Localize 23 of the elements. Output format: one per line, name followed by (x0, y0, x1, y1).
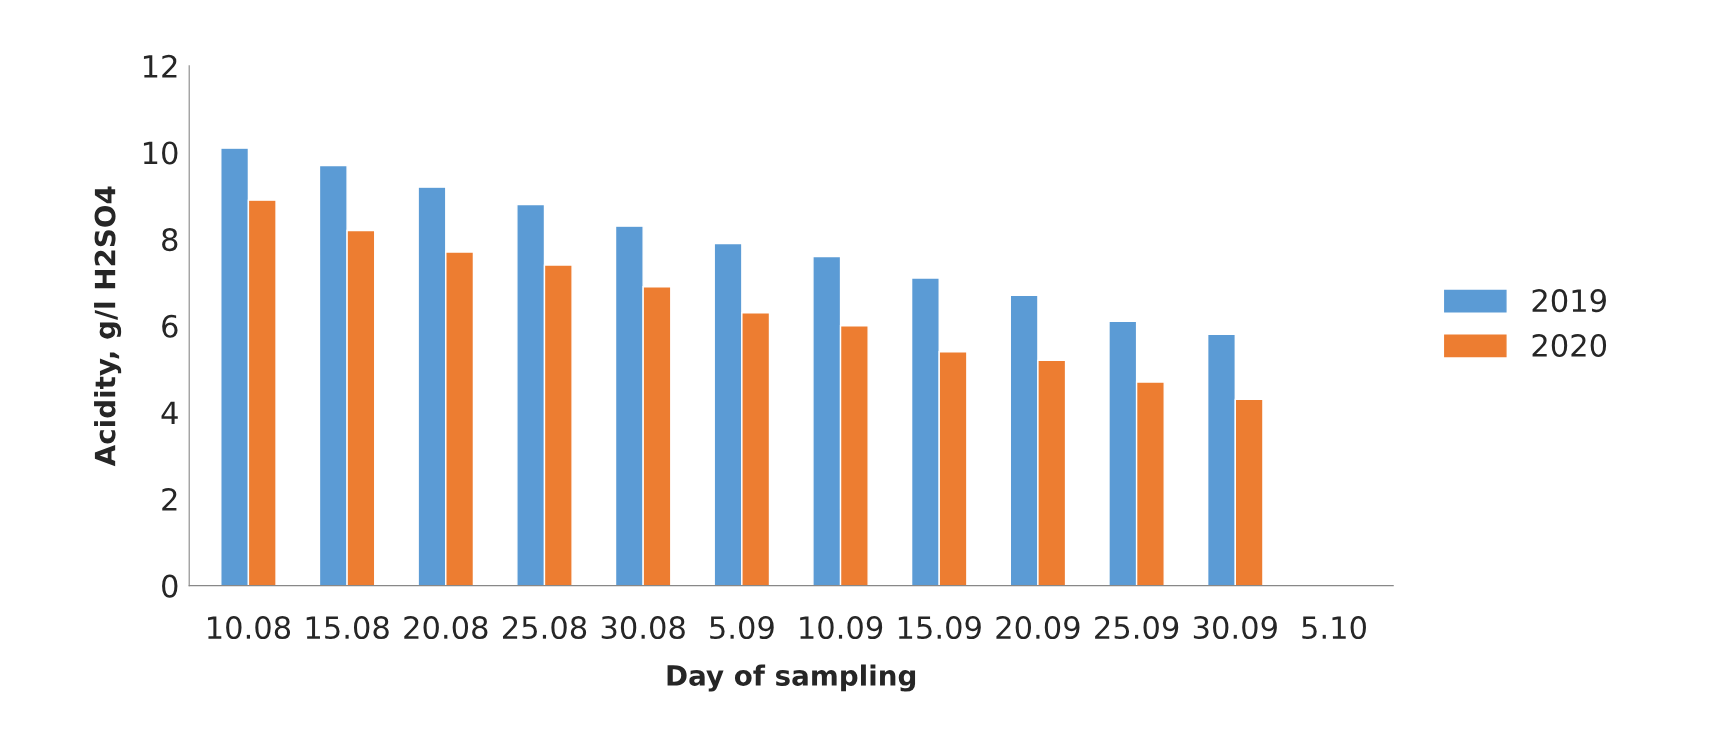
x-tick-label: 5.09 (710, 616, 774, 640)
x-tick-label: 15.09 (898, 616, 981, 640)
x-tick-label: 30.08 (601, 616, 685, 640)
y-tick-label: 2 (162, 487, 177, 511)
y-tick-label: 6 (162, 314, 178, 338)
y-tick-label: 8 (162, 228, 178, 252)
x-tick-label: 20.08 (404, 616, 488, 640)
x-tick-label: 20.09 (996, 616, 1080, 640)
legend-label: 2020 (1532, 333, 1607, 358)
x-axis-title: Day of sampling (667, 664, 916, 692)
y-tick-label: 4 (161, 401, 178, 424)
y-tick-label: 12 (143, 54, 177, 78)
x-tick-label: 25.08 (502, 616, 587, 640)
y-tick-label: 10 (143, 141, 178, 165)
x-tick-label: 10.09 (800, 616, 883, 640)
x-tick-label: 15.08 (306, 616, 389, 640)
x-tick-label: 10.08 (208, 616, 291, 640)
x-tick-label: 30.09 (1193, 616, 1277, 640)
x-tick-label: 25.09 (1095, 616, 1179, 640)
y-axis-title: Acidity, g/l H2SO4 (94, 186, 122, 467)
y-tick-label: 0 (162, 574, 178, 598)
legend-label: 2019 (1532, 289, 1606, 313)
x-tick-label: 5.10 (1302, 616, 1366, 640)
